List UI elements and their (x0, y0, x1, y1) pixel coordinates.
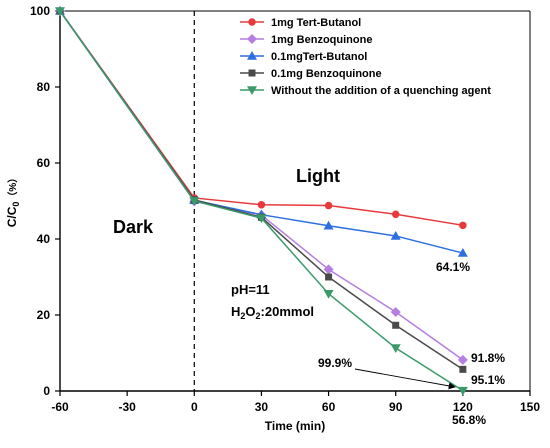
label-95-1: 95.1% (471, 373, 505, 387)
data-point (323, 220, 334, 230)
data-point (323, 264, 334, 275)
data-point (457, 354, 468, 365)
x-tick-label: 150 (520, 400, 540, 414)
data-point (390, 306, 401, 317)
legend-marker (247, 51, 257, 60)
x-tick-label: 90 (389, 400, 403, 414)
x-tick-label: 120 (453, 400, 473, 414)
series-line (59, 10, 463, 227)
dark-label: Dark (113, 217, 154, 237)
data-point (457, 248, 468, 257)
data-point (256, 214, 267, 224)
data-point (390, 344, 401, 354)
y-tick-label: 60 (37, 156, 51, 170)
light-label: Light (296, 166, 340, 186)
data-point (459, 221, 467, 230)
data-point (324, 201, 333, 210)
series-4 (55, 7, 468, 396)
ph-label: pH=11 (231, 282, 270, 297)
data-point (189, 197, 200, 206)
x-tick-label: -60 (51, 400, 69, 414)
x-tick-label: 0 (191, 400, 198, 414)
data-point (459, 365, 467, 373)
series-line (59, 10, 464, 392)
x-tick-label: 60 (322, 400, 336, 414)
label-91-8: 91.8% (471, 351, 505, 365)
legend-label: 0.1mg Benzoquinone (271, 68, 382, 80)
data-point (55, 7, 65, 16)
y-axis-title: C/C0（%） (5, 173, 21, 228)
legend-label: Without the addition of a quenching agen… (271, 85, 491, 97)
y-tick-label: 40 (37, 232, 51, 246)
data-point (323, 289, 334, 299)
legend: 1mg Tert-Butanol 1mg Benzoquinone 0.1mgTer… (233, 12, 525, 98)
data-point (391, 210, 400, 219)
legend-label: 1mg Benzoquinone (271, 34, 372, 46)
legend-label: 1mg Tert-Butanol (271, 17, 361, 29)
label-56-8: 56.8% (452, 413, 486, 427)
x-axis-title: Time (min) (265, 419, 325, 433)
y-tick-label: 20 (37, 308, 51, 322)
x-tick-label: -30 (118, 400, 136, 414)
h2o2-label: H2O2:20mmol (231, 304, 314, 321)
data-point (392, 321, 400, 329)
data-point (325, 273, 333, 281)
legend-marker (247, 86, 257, 95)
legend-label: 0.1mgTert-Butanol (271, 51, 367, 63)
y-tick-label: 100 (30, 4, 50, 18)
x-tick-label: 30 (255, 400, 269, 414)
arrow-99-9 (354, 368, 456, 390)
legend-marker (248, 18, 256, 26)
data-point (457, 386, 468, 396)
y-tick-label: 80 (37, 80, 51, 94)
label-99-9: 99.9% (318, 356, 352, 370)
legend-marker (247, 34, 257, 44)
legend-marker (248, 69, 256, 77)
y-tick-label: 0 (43, 384, 50, 398)
data-point (257, 201, 266, 209)
data-point (390, 230, 401, 240)
label-64-1: 64.1% (436, 260, 470, 274)
